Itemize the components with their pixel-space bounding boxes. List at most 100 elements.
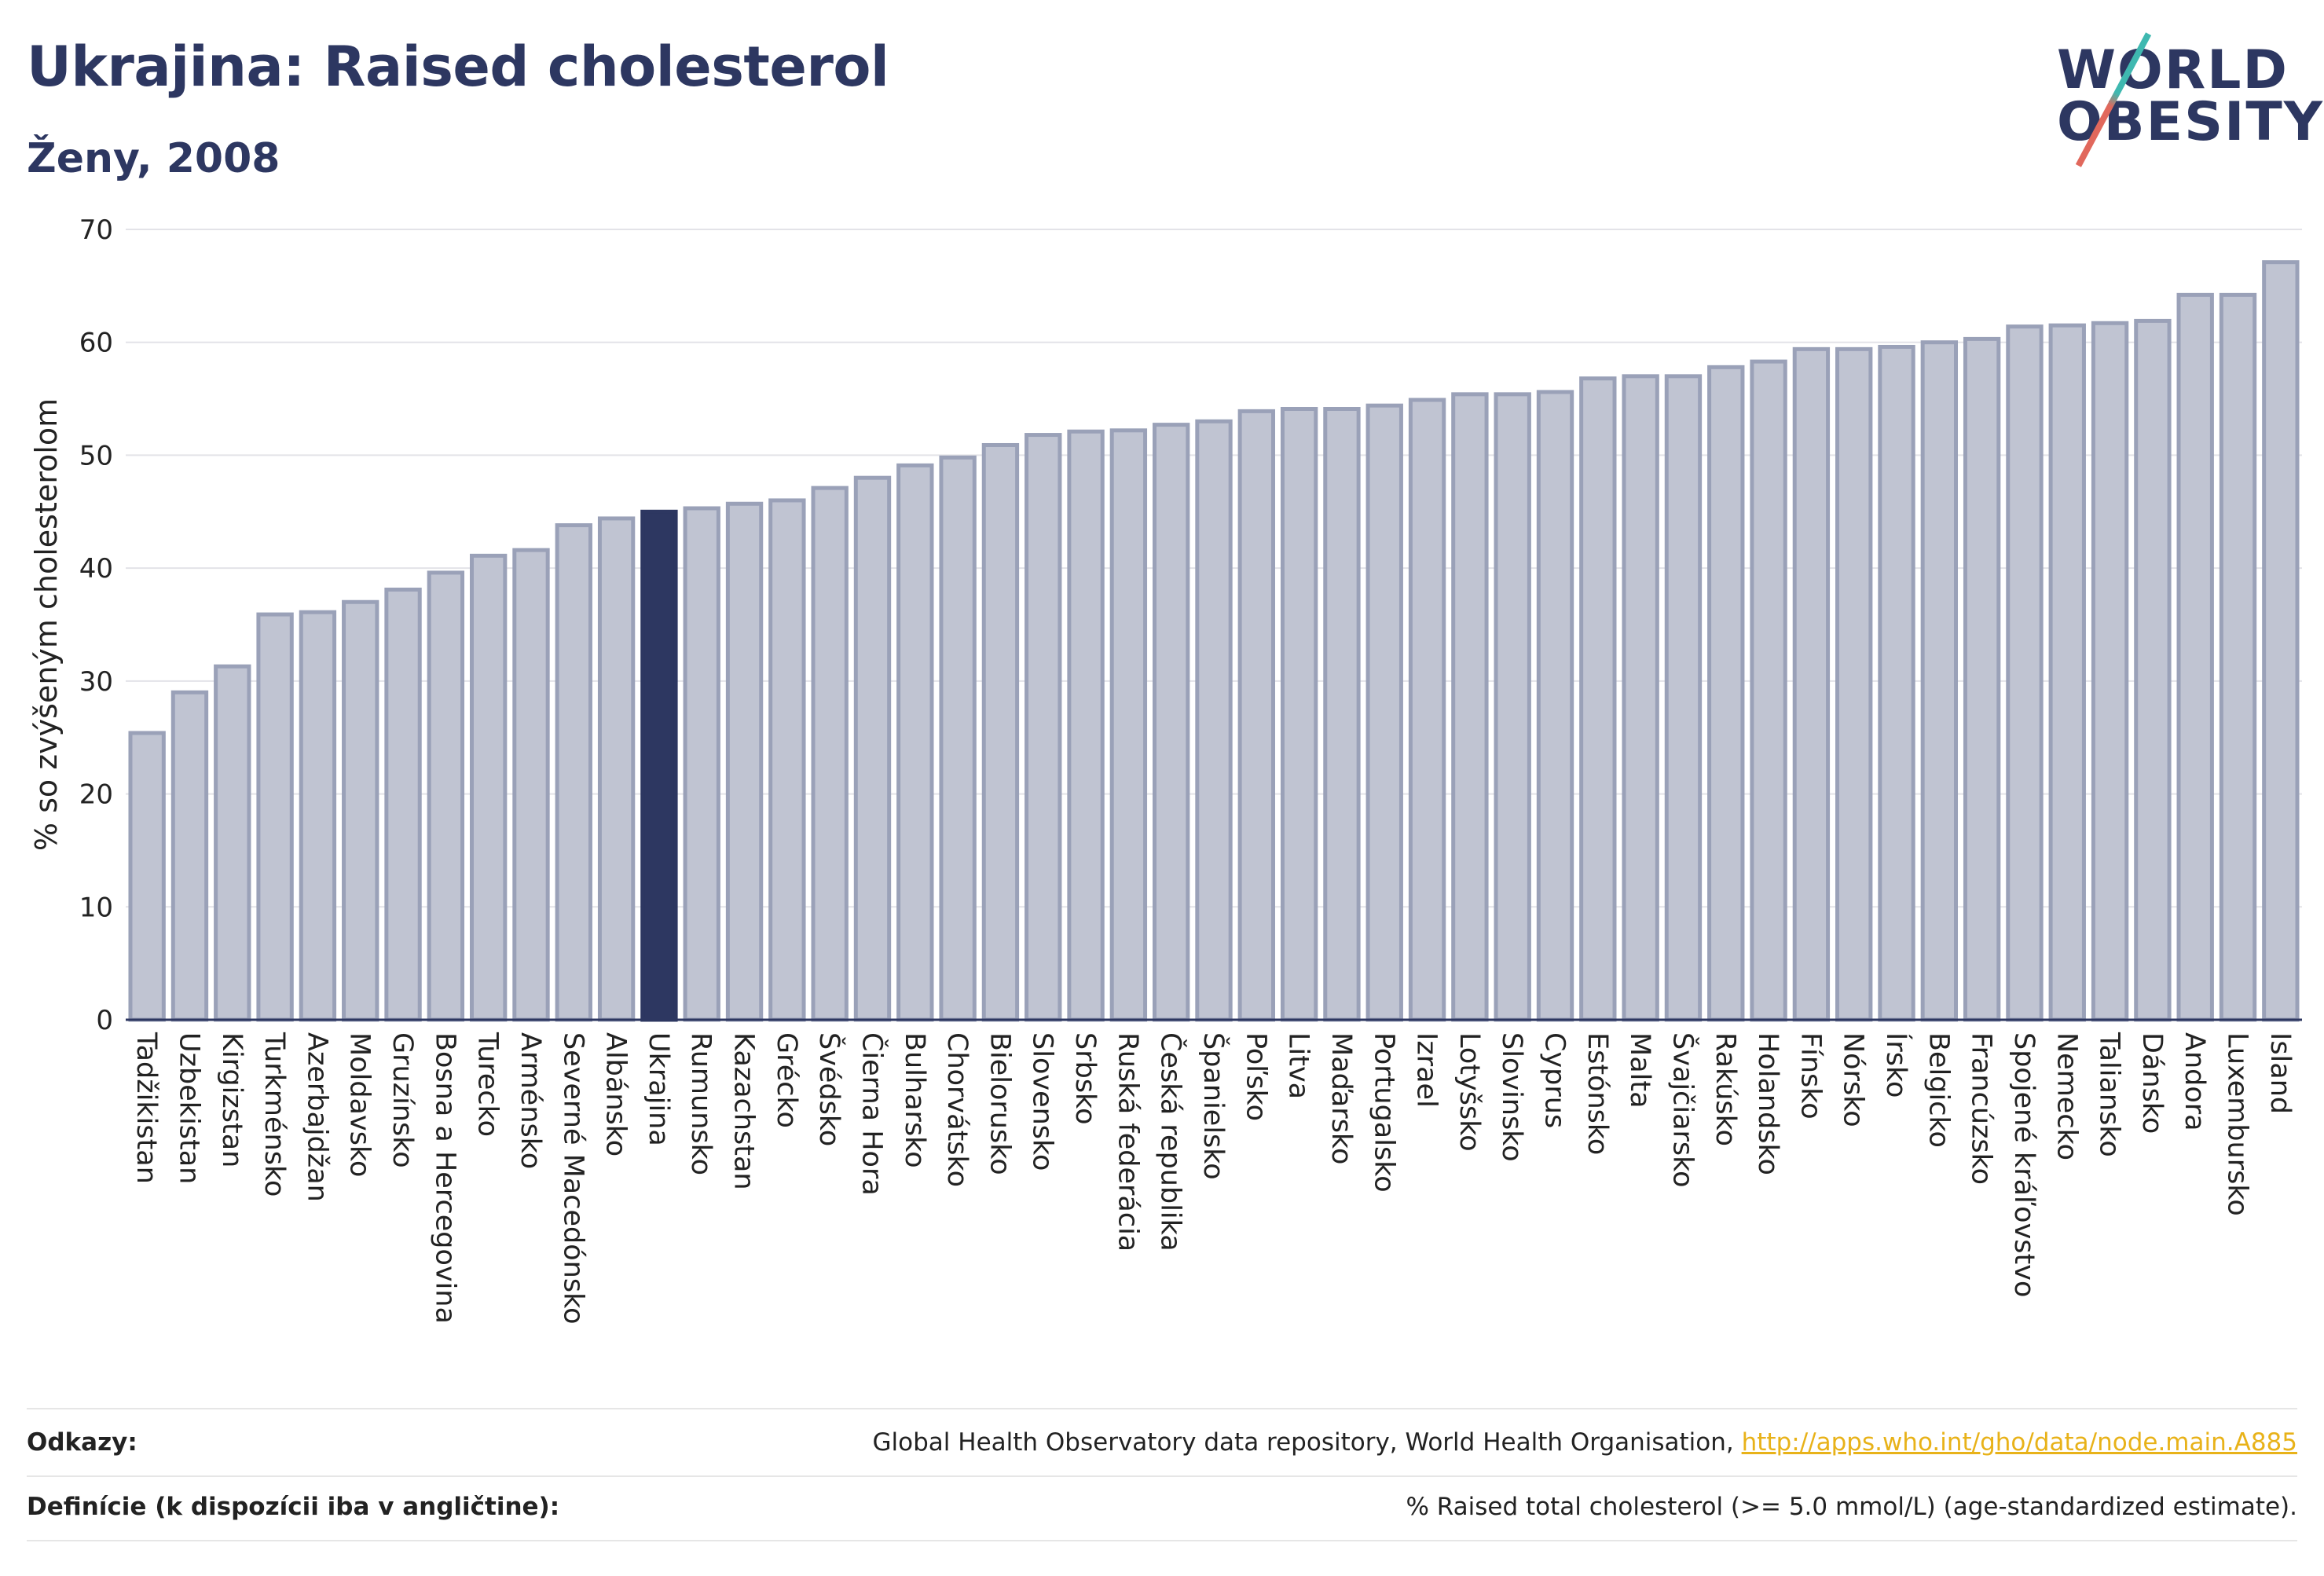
bar <box>725 501 764 1022</box>
bar <box>1153 423 1190 1022</box>
x-tick-label: Island <box>2264 1032 2296 1114</box>
bar-chart: 0 10 20 30 40 50 60 70 % so zvýšeným cholesterol… <box>29 214 2302 1325</box>
bar <box>256 612 294 1022</box>
bar <box>427 570 465 1022</box>
x-tick-label: Švédsko <box>813 1032 846 1146</box>
bar <box>1237 409 1275 1022</box>
x-tick-label: Turkménsko <box>258 1032 290 1197</box>
footer-definitions: Definície (k dispozícii iba v angličtine… <box>27 1475 2297 1538</box>
x-tick-label: Fínsko <box>1794 1032 1826 1120</box>
bar <box>1451 392 1489 1022</box>
bar <box>1280 407 1318 1022</box>
x-tick-label: Holandsko <box>1752 1032 1783 1175</box>
x-tick-label: Izrael <box>1411 1032 1442 1108</box>
x-tick-label: Arménsko <box>515 1032 546 1169</box>
bar <box>1109 428 1148 1022</box>
x-tick-label: Litva <box>1283 1032 1314 1099</box>
y-tick-label: 0 <box>96 1005 113 1036</box>
page-title: Ukrajina: Raised cholesterol <box>27 35 889 99</box>
x-tick-label: Tadžikistan <box>130 1032 162 1184</box>
x-tick-label: Ruská federácia <box>1112 1032 1143 1252</box>
x-tick-label: Severné Macedónsko <box>557 1032 588 1325</box>
bar <box>128 731 166 1022</box>
y-tick-label: 70 <box>79 214 113 246</box>
bar <box>2006 324 2044 1022</box>
bar <box>170 690 209 1022</box>
bar <box>981 442 1020 1022</box>
bar <box>896 463 934 1022</box>
bar <box>1025 433 1062 1022</box>
bar <box>2091 321 2129 1022</box>
x-tick-label: Rumunsko <box>685 1032 717 1175</box>
x-tick-label: Turecko <box>472 1032 504 1137</box>
x-tick-label: Srbsko <box>1069 1032 1101 1125</box>
footer-divider <box>27 1408 2297 1409</box>
y-axis-label: % so zvýšeným cholesterolom <box>29 398 64 851</box>
x-tick-label: Cyprus <box>1539 1032 1571 1128</box>
x-tick-label: Grécko <box>771 1032 802 1128</box>
x-tick-label: Taliansko <box>2094 1032 2125 1157</box>
y-tick-label: 40 <box>79 553 113 585</box>
bar <box>768 498 806 1022</box>
x-tick-label: Kazachstan <box>728 1032 760 1190</box>
bar <box>555 523 592 1022</box>
x-tick-label: Ukrajina <box>643 1032 674 1146</box>
y-tick-label: 10 <box>79 892 113 923</box>
x-tick-label: Španielsko <box>1197 1032 1230 1180</box>
bar <box>1579 376 1617 1022</box>
definitions-text: % Raised total cholesterol (>= 5.0 mmol/… <box>1406 1493 2297 1521</box>
bar <box>1365 403 1403 1022</box>
bar <box>1750 359 1787 1022</box>
footer-divider <box>27 1475 2297 1477</box>
bar <box>640 509 678 1022</box>
x-tick-label: Malta <box>1624 1032 1655 1109</box>
bar <box>512 548 550 1022</box>
bar <box>1792 346 1831 1022</box>
bar <box>2219 292 2257 1022</box>
x-tick-label: Kirgizstan <box>216 1032 247 1167</box>
world-obesity-logo: WORLD OBESITY <box>2043 31 2322 173</box>
x-tick-label: Belgicko <box>1923 1032 1954 1148</box>
bar <box>597 516 636 1022</box>
bar <box>1664 374 1703 1022</box>
bar <box>1195 419 1233 1022</box>
bar <box>469 553 508 1022</box>
x-tick-label: Uzbekistan <box>173 1032 204 1184</box>
logo-text-world: WORLD <box>2057 39 2289 101</box>
bar <box>853 475 892 1022</box>
x-tick-label: Česká republika <box>1155 1032 1188 1252</box>
y-tick-label: 20 <box>79 779 113 811</box>
footer-divider <box>27 1540 2297 1541</box>
x-tick-label: Moldavsko <box>344 1032 376 1177</box>
bar <box>1536 390 1574 1022</box>
references-link[interactable]: http://apps.who.int/gho/data/node.main.A… <box>1741 1428 2297 1457</box>
x-tick-label: Estónsko <box>1582 1032 1613 1155</box>
x-tick-label: Lotyšsko <box>1453 1032 1485 1152</box>
x-tick-label: Nemecko <box>2051 1032 2082 1160</box>
y-tick-label: 60 <box>79 328 113 359</box>
x-tick-label: Azerbajdžan <box>301 1032 332 1202</box>
references-text: Global Health Observatory data repositor… <box>872 1428 1734 1457</box>
bar <box>2134 318 2172 1022</box>
x-tick-label: Gruzínsko <box>387 1032 418 1168</box>
x-tick-label: Slovinsko <box>1496 1032 1527 1162</box>
bar <box>384 587 422 1022</box>
page-subtitle: Ženy, 2008 <box>27 135 280 182</box>
bar <box>1835 346 1873 1022</box>
x-tick-label: Chorvátsko <box>941 1032 973 1187</box>
x-tick-label: Poľsko <box>1240 1032 1271 1121</box>
x-tick-label: Rakúsko <box>1710 1032 1741 1146</box>
bar <box>1323 407 1361 1022</box>
bar <box>342 599 379 1022</box>
bar <box>1622 374 1659 1022</box>
bar <box>299 610 337 1022</box>
y-tick-label: 30 <box>79 666 113 698</box>
x-tick-label: Bosna a Hercegovina <box>429 1032 460 1324</box>
x-tick-label: Bulharsko <box>899 1032 930 1168</box>
x-tick-label: Portugalsko <box>1368 1032 1399 1193</box>
x-tick-label: Nórsko <box>1838 1032 1869 1127</box>
x-tick-label: Albánsko <box>600 1032 632 1156</box>
x-tick-label: Francúzsko <box>1966 1032 1997 1185</box>
x-tick-label: Luxembursko <box>2222 1032 2253 1216</box>
bar <box>1408 398 1446 1022</box>
